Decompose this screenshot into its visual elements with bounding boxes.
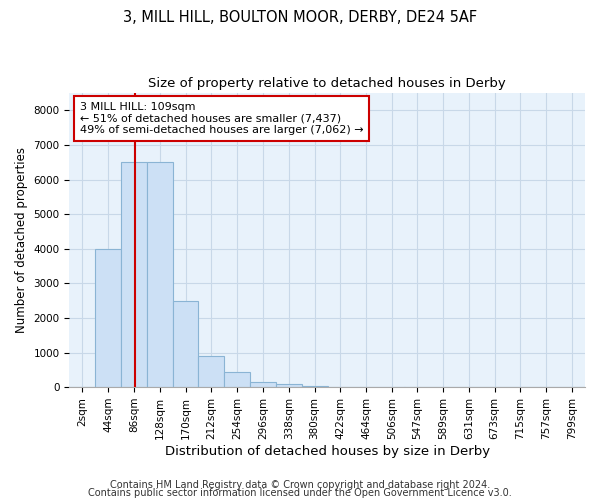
Bar — [224, 372, 250, 387]
Bar — [250, 382, 276, 387]
Bar — [95, 248, 121, 387]
Title: Size of property relative to detached houses in Derby: Size of property relative to detached ho… — [148, 78, 506, 90]
Text: 3, MILL HILL, BOULTON MOOR, DERBY, DE24 5AF: 3, MILL HILL, BOULTON MOOR, DERBY, DE24 … — [123, 10, 477, 25]
Bar — [173, 300, 199, 387]
X-axis label: Distribution of detached houses by size in Derby: Distribution of detached houses by size … — [164, 444, 490, 458]
Text: Contains HM Land Registry data © Crown copyright and database right 2024.: Contains HM Land Registry data © Crown c… — [110, 480, 490, 490]
Text: Contains public sector information licensed under the Open Government Licence v3: Contains public sector information licen… — [88, 488, 512, 498]
Text: 3 MILL HILL: 109sqm
← 51% of detached houses are smaller (7,437)
49% of semi-det: 3 MILL HILL: 109sqm ← 51% of detached ho… — [80, 102, 364, 135]
Bar — [276, 384, 302, 387]
Bar — [121, 162, 147, 387]
Bar — [302, 386, 328, 387]
Y-axis label: Number of detached properties: Number of detached properties — [15, 147, 28, 333]
Bar — [147, 162, 173, 387]
Bar — [199, 356, 224, 387]
